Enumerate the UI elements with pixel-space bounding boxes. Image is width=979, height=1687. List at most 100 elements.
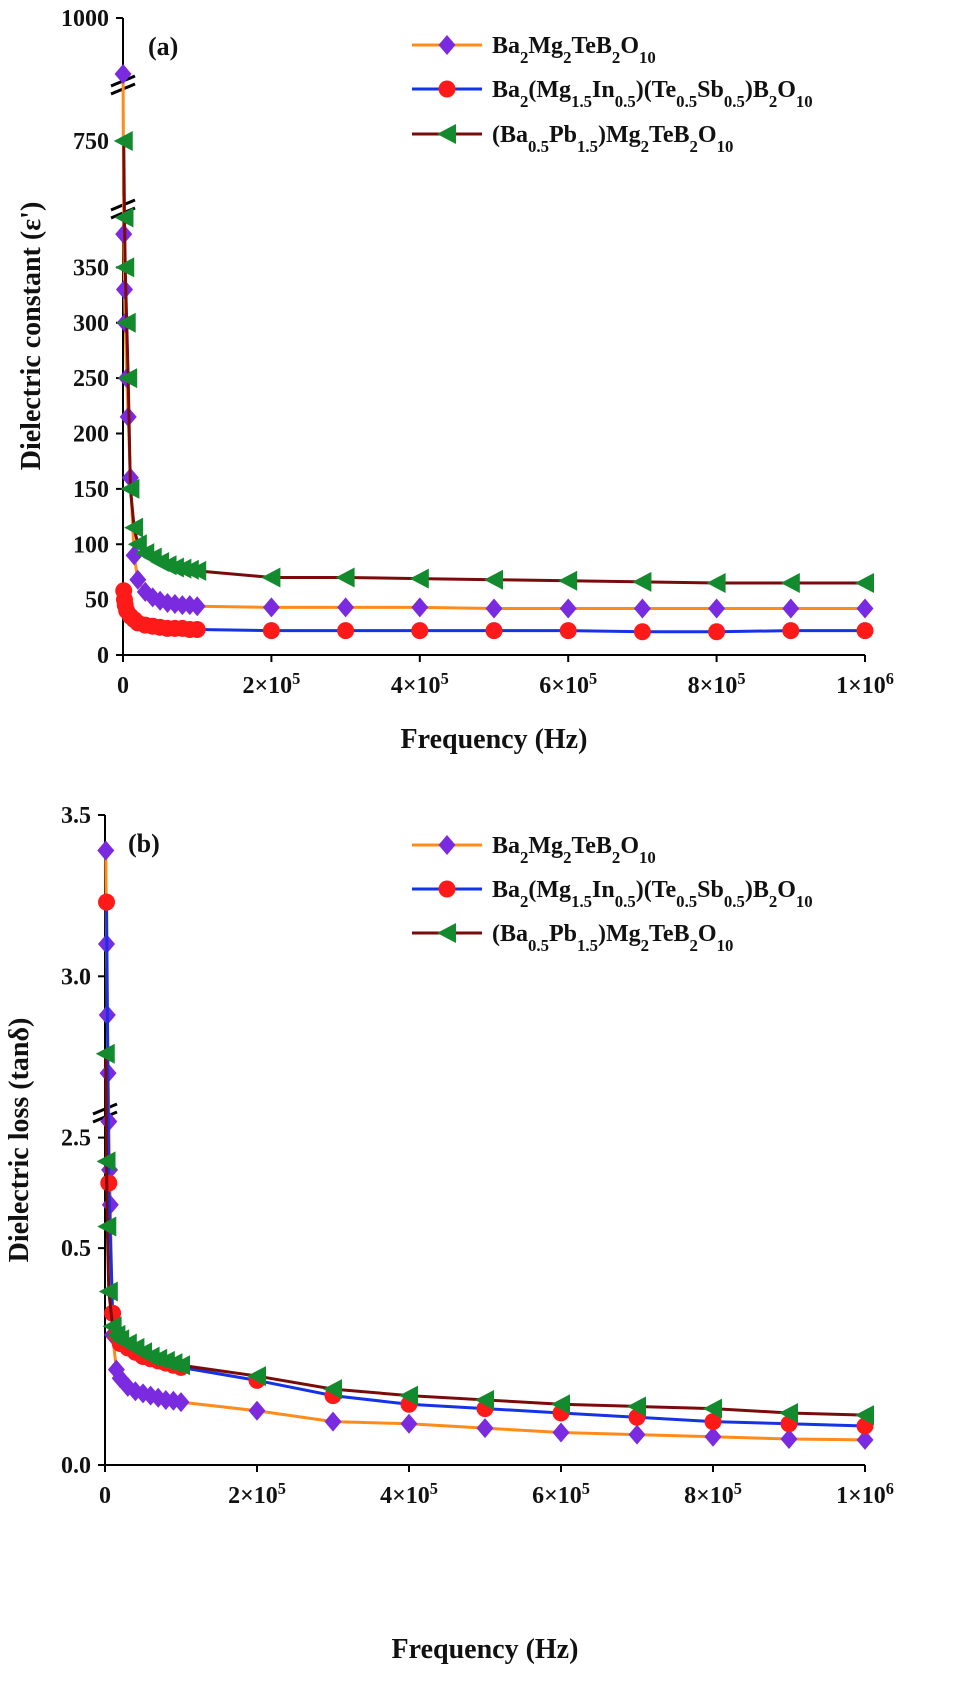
x-axis-label: Frequency (Hz) xyxy=(392,1634,579,1665)
legend-marker xyxy=(438,835,456,855)
data-point xyxy=(475,1389,494,1410)
y-tick-label: 2.5 xyxy=(61,1126,91,1152)
data-point xyxy=(164,557,184,578)
data-point xyxy=(551,1394,570,1415)
data-point xyxy=(782,622,800,640)
data-point xyxy=(115,257,135,278)
legend: Ba2Mg2TeB2O10 Ba2(Mg1.5In0.5)(Te0.5Sb0.5)… xyxy=(412,833,813,955)
data-point xyxy=(172,1392,190,1413)
series-3 xyxy=(95,1043,874,1426)
data-point xyxy=(337,597,355,618)
legend-marker xyxy=(438,880,456,898)
y-tick-label: 200 xyxy=(73,422,109,448)
series-line xyxy=(121,73,865,610)
data-point xyxy=(704,1426,722,1447)
y-tick-label: 3.0 xyxy=(61,964,91,990)
legend-label: Ba2Mg2TeB2O10 xyxy=(492,833,656,867)
legend-label: Ba2Mg2TeB2O10 xyxy=(492,33,656,67)
data-point xyxy=(476,1418,494,1439)
data-point xyxy=(95,1043,115,1064)
data-point xyxy=(114,207,134,228)
data-point xyxy=(780,1428,798,1449)
data-point xyxy=(116,312,136,333)
data-point xyxy=(400,1413,418,1434)
data-point xyxy=(96,1151,116,1172)
x-tick-label: 4×105 xyxy=(380,1479,438,1510)
data-point xyxy=(188,621,206,639)
series-2 xyxy=(98,893,874,1435)
x-tick-label: 0 xyxy=(99,1483,111,1509)
data-point xyxy=(129,569,147,590)
data-point xyxy=(485,598,503,619)
data-point xyxy=(100,1174,118,1192)
x-tick-label: 1×106 xyxy=(836,669,894,700)
data-point xyxy=(485,622,503,640)
x-tick-label: 2×105 xyxy=(242,669,300,700)
series-3 xyxy=(113,131,874,594)
data-point xyxy=(856,622,874,640)
data-point xyxy=(856,598,874,619)
y-axis-label: Dielectric constant (ε') xyxy=(16,202,47,471)
series-2 xyxy=(115,582,874,641)
data-point xyxy=(187,560,207,581)
data-point xyxy=(323,1379,342,1400)
data-point xyxy=(552,1422,570,1443)
legend: Ba2Mg2TeB2O10 Ba2(Mg1.5In0.5)(Te0.5Sb0.5)… xyxy=(412,33,813,156)
panel-label: (a) xyxy=(148,32,178,61)
data-point xyxy=(248,1400,266,1421)
data-point xyxy=(708,598,726,619)
data-point xyxy=(118,368,138,389)
data-point xyxy=(97,1216,117,1237)
data-point xyxy=(125,545,143,566)
data-point xyxy=(127,534,147,555)
series-line xyxy=(122,140,865,585)
data-point xyxy=(855,573,874,594)
data-point xyxy=(409,568,429,589)
data-point xyxy=(97,840,115,861)
y-tick-label: 100 xyxy=(73,532,109,558)
legend-label: Ba2(Mg1.5In0.5)(Te0.5Sb0.5)B2O10 xyxy=(492,877,813,911)
y-tick-label: 0.5 xyxy=(61,1236,91,1262)
data-point xyxy=(782,598,800,619)
x-tick-label: 6×105 xyxy=(532,1479,590,1510)
data-point xyxy=(324,1411,342,1432)
y-tick-label: 3.5 xyxy=(61,803,91,829)
x-tick-label: 6×105 xyxy=(539,669,597,700)
data-point xyxy=(114,64,132,84)
x-tick-label: 8×105 xyxy=(688,669,746,700)
data-point xyxy=(261,567,281,588)
legend-marker xyxy=(438,80,456,98)
data-point xyxy=(779,1402,798,1423)
data-point xyxy=(633,598,651,619)
data-point xyxy=(98,893,116,911)
data-point xyxy=(780,573,800,594)
legend-label: Ba2(Mg1.5In0.5)(Te0.5Sb0.5)B2O10 xyxy=(492,77,813,111)
data-point xyxy=(627,1396,646,1417)
data-point xyxy=(247,1366,266,1387)
data-point xyxy=(113,131,133,151)
series-line xyxy=(104,1053,866,1417)
data-point xyxy=(628,1424,646,1445)
data-point xyxy=(179,559,199,580)
y-tick-label: 50 xyxy=(85,588,109,614)
x-tick-label: 8×105 xyxy=(684,1479,742,1510)
y-tick-label: 0.0 xyxy=(61,1453,91,1479)
data-point xyxy=(120,478,140,499)
data-point xyxy=(855,1405,874,1426)
data-point xyxy=(411,622,429,640)
data-point xyxy=(399,1385,418,1406)
y-tick-label: 150 xyxy=(73,477,109,503)
y-axis-label: Dielectric loss (tanδ) xyxy=(4,1018,35,1263)
data-point xyxy=(703,1398,722,1419)
data-point xyxy=(262,622,280,640)
data-point xyxy=(706,573,726,594)
series-line xyxy=(105,902,866,1428)
data-point xyxy=(188,596,206,617)
data-point xyxy=(633,623,651,641)
y-tick-label: 0 xyxy=(97,643,109,669)
data-point xyxy=(856,1429,874,1450)
chart-panel-a: 0 50 100 150 200 250 300 350 750 1000 0 2×105 4×105 6… xyxy=(16,6,894,755)
x-tick-label: 0 xyxy=(117,673,129,699)
legend-label: (Ba0.5Pb1.5)Mg2TeB2O10 xyxy=(492,122,733,156)
